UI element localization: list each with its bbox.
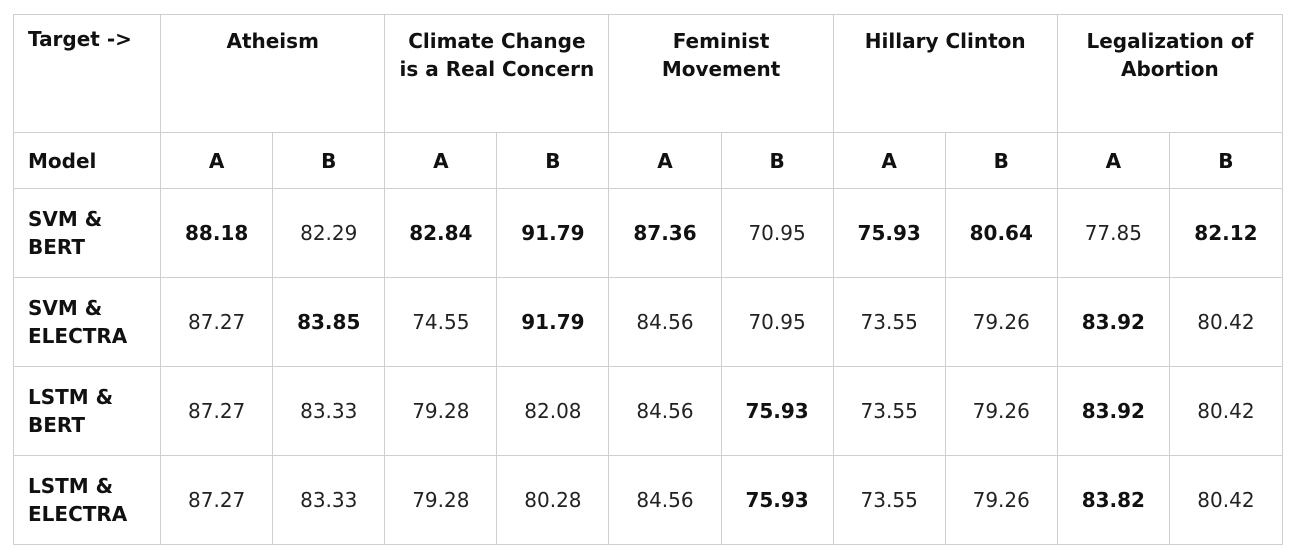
score-cell: 83.33 (272, 366, 386, 456)
score-cell: 80.28 (496, 455, 610, 545)
target-header-line: is a Real Concern (399, 57, 595, 81)
target-header-line: Legalization of (1086, 29, 1254, 53)
model-name-line: ELECTRA (28, 502, 128, 526)
model-name-cell: LSTM & BERT (12, 366, 162, 456)
score-cell: 75.93 (720, 455, 834, 545)
sub-header: A (1056, 132, 1170, 189)
score-cell: 84.56 (608, 455, 722, 545)
score-cell: 84.56 (608, 277, 722, 367)
score-cell: 73.55 (832, 277, 946, 367)
score-cell: 80.64 (944, 188, 1058, 278)
sub-header: A (608, 132, 722, 189)
sub-header: A (160, 132, 274, 189)
target-header-feminist-movement: Feminist Movement (608, 14, 834, 133)
score-cell: 73.55 (832, 455, 946, 545)
score-cell: 82.84 (384, 188, 498, 278)
target-header-line: Climate Change (408, 29, 586, 53)
sub-header: B (944, 132, 1058, 189)
score-cell: 80.42 (1168, 277, 1284, 367)
model-header-row: Model A B A B A B A B A B (12, 132, 1284, 189)
score-cell: 75.93 (720, 366, 834, 456)
score-cell: 87.27 (160, 277, 274, 367)
model-name-line: SVM & (28, 207, 103, 231)
table-row: LSTM & BERT 87.27 83.33 79.28 82.08 84.5… (12, 366, 1284, 456)
score-cell: 79.28 (384, 366, 498, 456)
score-cell: 79.26 (944, 455, 1058, 545)
model-name-cell: SVM & ELECTRA (12, 277, 162, 367)
score-cell: 87.36 (608, 188, 722, 278)
target-header-line: Abortion (1120, 57, 1219, 81)
model-name-line: ELECTRA (28, 324, 128, 348)
target-label: Target -> (12, 14, 162, 133)
score-cell: 84.56 (608, 366, 722, 456)
score-cell: 83.33 (272, 455, 386, 545)
score-cell: 79.26 (944, 366, 1058, 456)
sub-header: B (1168, 132, 1284, 189)
sub-header: B (720, 132, 834, 189)
score-cell: 83.85 (272, 277, 386, 367)
score-cell: 91.79 (496, 277, 610, 367)
table-row: SVM & ELECTRA 87.27 83.85 74.55 91.79 84… (12, 277, 1284, 367)
sub-header: A (384, 132, 498, 189)
score-cell: 83.82 (1056, 455, 1170, 545)
target-header-climate-change: Climate Change is a Real Concern (384, 14, 610, 133)
score-cell: 82.12 (1168, 188, 1284, 278)
score-cell: 80.42 (1168, 455, 1284, 545)
model-name-cell: SVM & BERT (12, 188, 162, 278)
sub-header: B (272, 132, 386, 189)
target-header-line: Movement (661, 57, 781, 81)
score-cell: 79.26 (944, 277, 1058, 367)
score-cell: 77.85 (1056, 188, 1170, 278)
score-cell: 75.93 (832, 188, 946, 278)
model-name-cell: LSTM & ELECTRA (12, 455, 162, 545)
score-cell: 80.42 (1168, 366, 1284, 456)
score-cell: 73.55 (832, 366, 946, 456)
model-name-line: SVM & (28, 296, 103, 320)
model-name-line: BERT (28, 235, 86, 259)
model-name-line: BERT (28, 413, 86, 437)
target-header-legalization-of-abortion: Legalization of Abortion (1056, 14, 1284, 133)
target-header-row: Target -> Atheism Climate Change is a Re… (12, 14, 1284, 133)
target-header-line: Hillary Clinton (864, 29, 1026, 53)
table-row: LSTM & ELECTRA 87.27 83.33 79.28 80.28 8… (12, 455, 1284, 545)
score-cell: 88.18 (160, 188, 274, 278)
sub-header: B (496, 132, 610, 189)
target-header-atheism: Atheism (160, 14, 386, 133)
sub-header: A (832, 132, 946, 189)
score-cell: 79.28 (384, 455, 498, 545)
model-name-line: LSTM & (28, 474, 114, 498)
target-header-hillary-clinton: Hillary Clinton (832, 14, 1058, 133)
model-name-line: LSTM & (28, 385, 114, 409)
results-table: Target -> Atheism Climate Change is a Re… (12, 14, 1284, 545)
score-cell: 74.55 (384, 277, 498, 367)
score-cell: 83.92 (1056, 366, 1170, 456)
score-cell: 82.08 (496, 366, 610, 456)
target-header-line: Atheism (226, 29, 319, 53)
score-cell: 91.79 (496, 188, 610, 278)
score-cell: 83.92 (1056, 277, 1170, 367)
target-header-line: Feminist (672, 29, 770, 53)
model-label: Model (12, 132, 162, 189)
score-cell: 87.27 (160, 366, 274, 456)
score-cell: 82.29 (272, 188, 386, 278)
table-row: SVM & BERT 88.18 82.29 82.84 91.79 87.36… (12, 188, 1284, 278)
score-cell: 70.95 (720, 188, 834, 278)
score-cell: 70.95 (720, 277, 834, 367)
score-cell: 87.27 (160, 455, 274, 545)
